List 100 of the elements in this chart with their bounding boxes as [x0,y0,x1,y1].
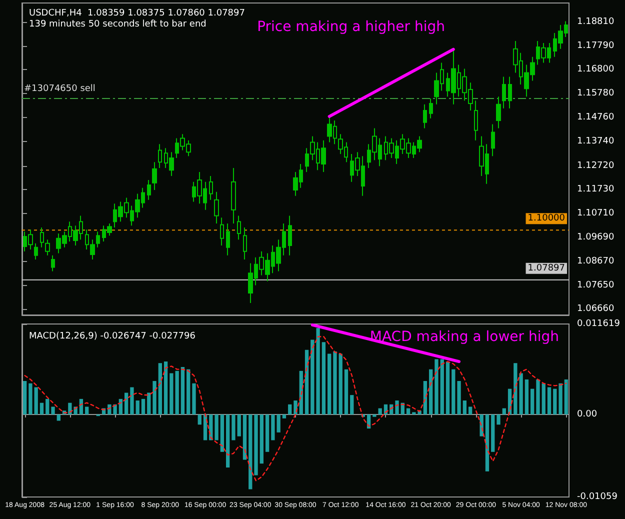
bar [542,383,546,415]
bar [56,414,60,421]
candlestick [147,180,151,200]
bar [429,369,433,415]
y-tick-label: 0.011619 [577,319,620,329]
bar [446,362,450,415]
candlestick [429,98,433,119]
bar [141,398,146,415]
y-tick-label: 1.17790 [577,41,614,52]
bar [547,387,552,415]
candlestick [474,100,478,141]
bar [288,404,292,415]
bar [338,354,342,415]
candlestick [226,223,230,256]
y-tick-label: 1.14760 [577,112,614,123]
candlestick [496,96,501,129]
y-tick-label: 1.15780 [577,88,614,99]
bar [130,387,134,415]
bar [158,363,162,415]
candlestick [51,254,55,272]
bar [198,414,202,425]
bar [180,366,185,415]
candlestick [209,176,213,200]
y-tick-label: 1.08670 [577,256,614,267]
candlestick [508,76,512,109]
bar [220,414,224,452]
bar [440,359,444,415]
y-tick-label: 0.00 [577,410,598,420]
annotation: Price making a higher high [257,19,445,35]
bar [113,404,117,415]
candlestick [243,227,247,260]
ref-line-label: 1.07897 [528,263,565,274]
y-tick-label: 1.13740 [577,136,614,147]
bar [452,369,456,415]
bar [378,408,382,415]
bar [260,414,264,464]
bar [457,381,461,415]
bar [491,414,495,452]
bar [434,359,438,415]
y-tick-label: 1.16800 [577,64,614,74]
bar [502,408,506,415]
candlestick [40,227,44,248]
bar [462,400,467,415]
y-tick-label: 1.10710 [577,208,614,218]
bar [468,406,472,415]
bar [558,383,562,415]
candlestick [502,76,506,109]
bar [524,379,529,415]
bar [34,387,38,415]
candlestick [288,215,292,256]
y-tick-label: 1.11730 [577,184,614,194]
candlestick [491,124,495,157]
candlestick [45,239,50,256]
bar [328,354,332,415]
bar [85,406,89,415]
bar [564,379,568,415]
bar [530,388,534,415]
candlestick [96,231,100,248]
bar [118,398,123,415]
bar [322,342,326,415]
bar [28,383,32,415]
candlestick [237,215,241,240]
y-tick-label: 1.09690 [577,232,614,242]
bar [40,402,44,415]
bar [406,408,410,415]
y-tick-label: 1.07650 [577,280,614,291]
bar [186,369,190,415]
bar [265,414,270,452]
bar [226,414,230,468]
bar [152,381,156,415]
bar [333,351,337,415]
candlestick [214,191,219,224]
bar [485,414,490,472]
bar [553,388,557,415]
candlestick [34,242,38,260]
bar [136,400,140,415]
text: USDCHF,H4 1.08359 1.08375 1.07860 1.07897 [29,8,245,18]
bar [350,395,354,415]
bar [232,414,236,440]
bar [147,392,151,415]
y-tick-label: -0.01059 [577,492,618,502]
bar [536,379,540,415]
bar [164,362,168,415]
y-tick-label: 1.12720 [577,160,614,171]
y-tick-label: 1.18810 [577,16,614,27]
annotation: MACD making a lower high [370,329,560,345]
candlestick [423,104,427,129]
bar [282,414,286,418]
bar [395,400,399,415]
bar [254,414,258,476]
bar [46,398,50,415]
bar [294,400,298,415]
bar [124,392,128,415]
bar [344,369,348,415]
bar [248,414,252,490]
candlestick [158,144,162,168]
bar [192,383,196,415]
candlestick [220,217,224,246]
candlestick [152,162,157,190]
y-tick-label: 1.06660 [577,304,614,314]
